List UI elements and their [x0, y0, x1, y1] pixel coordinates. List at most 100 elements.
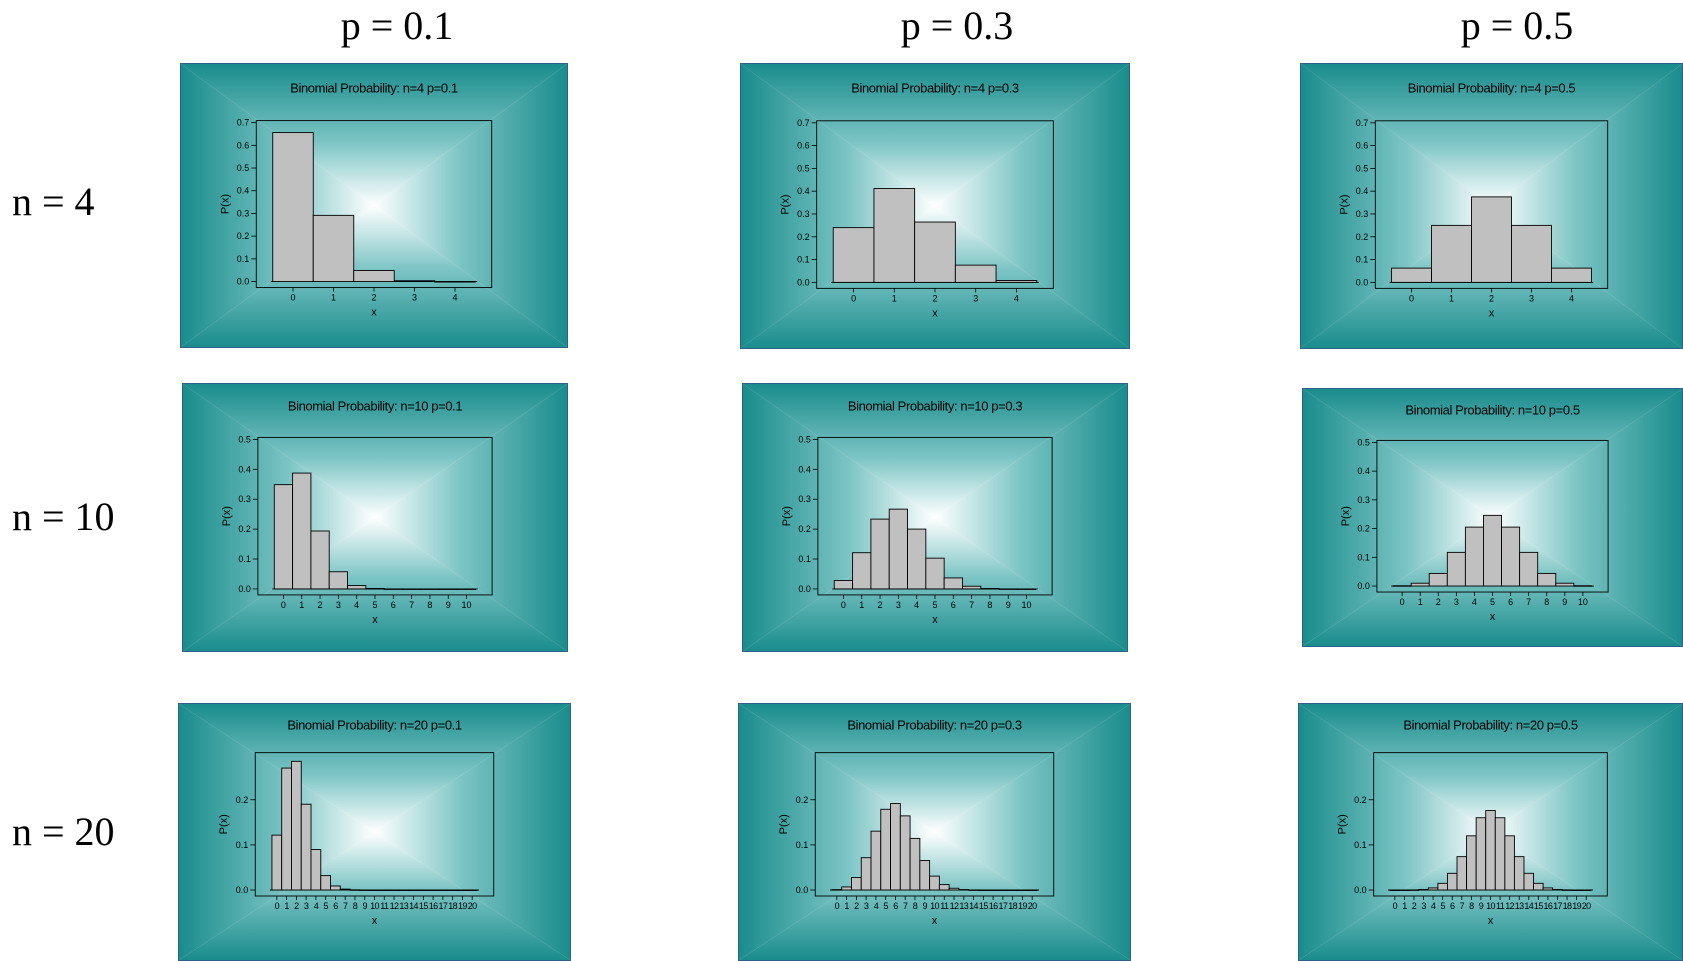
bar: [349, 889, 361, 891]
bar: [873, 188, 916, 283]
y-tick-label: 0.4: [237, 186, 250, 196]
y-axis-label: P(x): [780, 194, 792, 214]
bar: [1561, 889, 1573, 891]
bar: [1555, 582, 1575, 587]
bar: [1456, 856, 1468, 891]
chart-title: Binomial Probability: n=10 p=0.1: [288, 399, 463, 414]
bar: [1504, 835, 1515, 891]
y-tick-label: 0.0: [1354, 885, 1367, 895]
x-tick-label: 7: [1526, 597, 1531, 607]
x-axis-label: x: [932, 614, 938, 626]
x-tick-label: 2: [854, 901, 859, 911]
bar: [1399, 889, 1410, 891]
chart-title: Binomial Probability: n=4 p=0.1: [290, 80, 458, 95]
bar: [890, 803, 901, 891]
x-tick-label: 5: [1490, 597, 1495, 607]
x-tick-label: 17: [1553, 901, 1562, 911]
bar: [1471, 196, 1512, 283]
x-tick-label: 1: [844, 901, 849, 911]
x-tick-label: 3: [1454, 597, 1459, 607]
bar: [408, 889, 419, 891]
x-tick-label: 19: [458, 901, 467, 911]
x-tick-label: 12: [1505, 901, 1514, 911]
bar: [1519, 551, 1539, 587]
y-axis-label: P(x): [781, 506, 793, 526]
y-tick-label: 0.0: [798, 584, 811, 594]
x-tick-label: 10: [930, 901, 939, 911]
x-tick-label: 8: [913, 901, 918, 911]
x-tick-label: 9: [1562, 597, 1567, 607]
x-tick-label: 0: [851, 293, 856, 303]
x-tick-label: 1: [859, 600, 864, 610]
y-tick-label: 0.6: [797, 141, 810, 151]
y-tick-label: 0.1: [1354, 840, 1367, 850]
y-tick-label: 0.0: [1357, 581, 1370, 591]
bar: [909, 837, 921, 891]
x-axis-label: x: [372, 614, 378, 626]
plot-frame: [816, 120, 1054, 289]
bar: [359, 889, 371, 891]
bar: [1007, 889, 1018, 891]
x-tick-label: 11: [1496, 901, 1505, 911]
x-axis-label: x: [372, 915, 378, 927]
x-tick-label: 1: [331, 293, 336, 303]
bar: [383, 588, 403, 590]
bar: [948, 887, 960, 891]
x-tick-label: 7: [1460, 901, 1465, 911]
x-tick-label: 15: [979, 901, 988, 911]
y-tick-label: 0.4: [1356, 186, 1369, 196]
bar: [978, 889, 989, 891]
panel-background: [743, 384, 1127, 651]
x-tick-label: 9: [363, 901, 368, 911]
x-tick-label: 8: [1469, 901, 1474, 911]
x-tick-label: 9: [1479, 901, 1484, 911]
bar: [998, 588, 1018, 590]
x-tick-label: 11: [380, 901, 389, 911]
x-tick-label: 4: [874, 901, 879, 911]
y-tick-label: 0.1: [798, 554, 811, 564]
bar: [958, 889, 970, 891]
y-tick-label: 0.2: [238, 524, 251, 534]
y-axis-label: P(x): [1337, 814, 1349, 834]
bar: [1026, 889, 1038, 891]
bar: [1410, 582, 1430, 587]
bar: [330, 885, 341, 891]
chart-svg: Binomial Probability: n=4 p=0.1 0.0 0.1 0.2…: [181, 64, 567, 347]
chart-panel-n4-p01: Binomial Probability: n=4 p=0.1 0.0 0.1 0.2…: [180, 63, 568, 348]
bar: [888, 508, 908, 590]
y-tick-label: 0.1: [796, 840, 809, 850]
bar: [457, 889, 468, 891]
y-tick-label: 0.0: [238, 584, 251, 594]
bar: [378, 889, 390, 891]
bar: [420, 588, 440, 590]
x-tick-label: 13: [399, 901, 408, 911]
bar: [880, 808, 891, 891]
y-tick-label: 0.4: [797, 186, 810, 196]
bar: [456, 588, 477, 590]
x-tick-label: 15: [1534, 901, 1543, 911]
bar: [962, 585, 982, 590]
bar: [353, 270, 395, 283]
x-tick-label: 2: [1436, 597, 1441, 607]
x-tick-label: 3: [1529, 293, 1534, 303]
x-tick-label: 1: [299, 600, 304, 610]
bar: [273, 484, 294, 590]
y-tick-label: 0.3: [797, 209, 810, 219]
bar: [347, 585, 367, 590]
x-tick-label: 10: [1022, 600, 1032, 610]
chart-panel-n20-p01: Binomial Probability: n=20 p=0.1 0.0 0.1 0.…: [178, 703, 571, 961]
chart-panel-n4-p03: Binomial Probability: n=4 p=0.3 0.0 0.1 0.2…: [740, 63, 1130, 349]
y-tick-label: 0.1: [236, 840, 249, 850]
bar: [1017, 889, 1028, 891]
bar: [925, 557, 945, 590]
x-tick-label: 9: [1006, 600, 1011, 610]
x-tick-label: 4: [914, 600, 919, 610]
bar: [1418, 889, 1429, 891]
x-axis-label: x: [1489, 307, 1495, 319]
x-tick-label: 20: [468, 901, 477, 911]
y-tick-label: 0.2: [1357, 524, 1370, 534]
x-tick-label: 11: [940, 901, 949, 911]
x-tick-label: 8: [987, 600, 992, 610]
x-tick-label: 5: [883, 901, 888, 911]
x-tick-label: 3: [304, 901, 309, 911]
